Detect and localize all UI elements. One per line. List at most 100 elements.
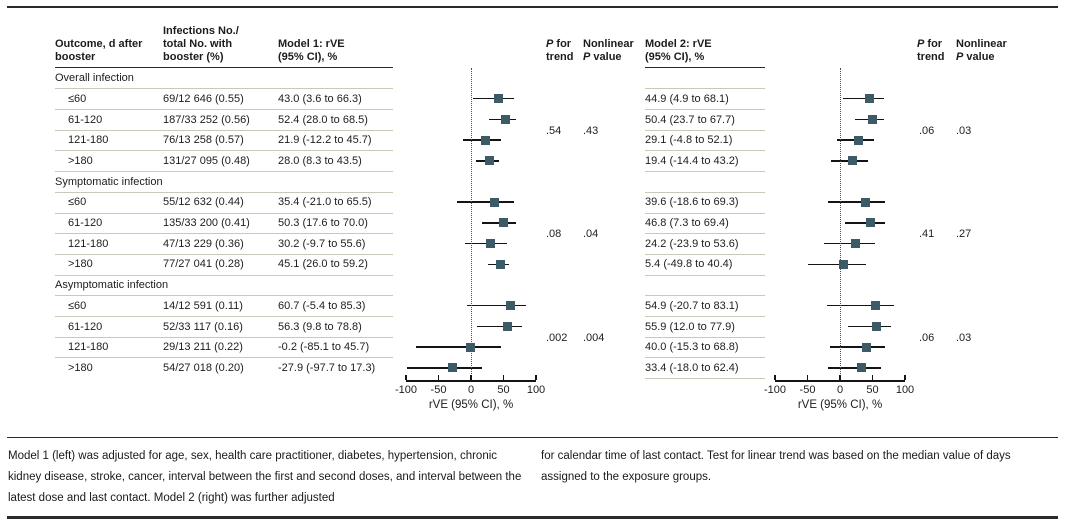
- row-separator: [55, 88, 393, 90]
- confidence-interval-line: [457, 201, 514, 203]
- row-separator: [645, 253, 765, 255]
- model2-rve-cell: 33.4 (-18.0 to 62.4): [645, 361, 739, 374]
- outcome-cell: 121-180: [68, 237, 109, 250]
- model1-rve-cell: 45.1 (26.0 to 59.2): [278, 258, 368, 271]
- point-estimate-marker: [871, 321, 881, 331]
- column-header-p-trend-model2: P for trend: [917, 18, 945, 64]
- column-header-nonlinear-p-model2: Nonlinear P value: [956, 18, 1007, 64]
- row-separator: [645, 212, 765, 214]
- row-separator: [55, 191, 393, 193]
- confidence-interval-line: [824, 242, 875, 245]
- infections-cell: 54/27 018 (0.20): [163, 361, 244, 374]
- row-separator: [645, 191, 765, 193]
- x-axis-tick: [535, 375, 537, 380]
- outcome-cell: ≤60: [68, 299, 87, 312]
- x-axis-tick: [904, 375, 906, 380]
- outcome-cell: 61-120: [68, 217, 103, 230]
- p-for-trend-model2: .06: [919, 124, 935, 137]
- header-line: trend: [546, 51, 574, 63]
- point-estimate-marker: [486, 239, 496, 249]
- confidence-interval-line: [826, 304, 894, 307]
- model1-rve-cell: 50.3 (17.6 to 70.0): [278, 217, 368, 230]
- nonlinear-p-model1: .43: [583, 124, 599, 137]
- point-estimate-marker: [484, 156, 494, 166]
- header-line: trend: [917, 51, 945, 63]
- row-separator: [55, 295, 393, 297]
- header-line: booster (%): [163, 51, 224, 63]
- confidence-interval-line: [807, 263, 867, 266]
- column-header-infections: Infections No./ total No. with booster (…: [163, 18, 239, 64]
- x-axis-tick-label: 100: [895, 384, 915, 396]
- model2-rve-cell: 39.6 (-18.6 to 69.3): [645, 196, 739, 209]
- point-estimate-marker: [868, 114, 878, 124]
- infections-cell: 77/27 041 (0.28): [163, 258, 244, 271]
- row-separator: [55, 150, 393, 152]
- model1-rve-cell: 35.4 (-21.0 to 65.5): [278, 196, 372, 209]
- point-estimate-marker: [848, 156, 858, 166]
- point-estimate-marker: [495, 259, 505, 269]
- infections-cell: 55/12 632 (0.44): [163, 196, 244, 209]
- header-line: total No. with: [163, 38, 233, 50]
- point-estimate-marker: [494, 94, 504, 104]
- row-separator: [55, 316, 393, 318]
- point-estimate-marker: [480, 135, 490, 145]
- point-estimate-marker: [854, 135, 864, 145]
- zero-reference-dotted-line: [471, 67, 472, 380]
- confidence-interval-line: [844, 222, 886, 224]
- x-axis-tick-label: -50: [799, 384, 816, 396]
- nonlinear-p-model1: .004: [583, 331, 605, 344]
- column-header-model2: Model 2: rVE (95% CI), %: [645, 18, 712, 64]
- model2-rve-cell: 46.8 (7.3 to 69.4): [645, 217, 729, 230]
- outcome-cell: >180: [68, 154, 93, 167]
- x-axis-line: [775, 380, 905, 382]
- row-separator: [55, 233, 393, 235]
- header-line: P value: [583, 51, 622, 63]
- confidence-interval-line: [847, 325, 891, 328]
- point-estimate-marker: [505, 301, 515, 311]
- model2-rve-cell: 29.1 (-4.8 to 52.1): [645, 134, 733, 147]
- confidence-interval-line: [843, 97, 885, 100]
- x-axis-tick: [871, 375, 874, 380]
- row-separator: [55, 253, 393, 255]
- row-separator: [645, 233, 765, 235]
- infections-cell: 131/27 095 (0.48): [163, 154, 250, 167]
- confidence-interval-line: [464, 242, 508, 245]
- top-rule: [7, 6, 1058, 8]
- column-header-nonlinear-p-model1: Nonlinear P value: [583, 18, 634, 64]
- x-axis-tick: [839, 375, 841, 380]
- point-estimate-marker: [499, 218, 509, 228]
- x-axis-tick-label: -100: [394, 384, 418, 396]
- nonlinear-p-model2: .03: [956, 124, 972, 137]
- point-estimate-marker: [871, 301, 881, 311]
- footnote-left-column: Model 1 (left) was adjusted for age, sex…: [8, 450, 522, 504]
- point-estimate-marker: [864, 94, 874, 104]
- model2-rve-cell: 5.4 (-49.8 to 40.4): [645, 258, 733, 271]
- x-axis-tick: [405, 375, 407, 380]
- nonlinear-p-model1: .04: [583, 228, 599, 241]
- model1-rve-cell: -27.9 (-97.7 to 17.3): [278, 361, 376, 374]
- model1-rve-cell: 28.0 (8.3 to 43.5): [278, 154, 362, 167]
- model1-rve-cell: 52.4 (28.0 to 68.5): [278, 113, 368, 126]
- outcome-cell: ≤60: [68, 196, 87, 209]
- header-line: Model 1: rVE: [278, 38, 345, 50]
- bottom-rule: [7, 516, 1058, 519]
- point-estimate-marker: [861, 197, 871, 207]
- row-separator: [55, 129, 393, 131]
- column-header-p-trend-model1: P for trend: [546, 18, 574, 64]
- row-separator: [55, 171, 393, 173]
- confidence-interval-line: [415, 346, 501, 348]
- p-for-trend-model1: .08: [546, 228, 562, 241]
- row-separator: [645, 336, 765, 338]
- row-separator: [645, 378, 765, 380]
- x-axis-tick: [470, 375, 472, 380]
- p-for-trend-model2: .41: [919, 228, 935, 241]
- outcome-cell: 121-180: [68, 134, 109, 147]
- row-separator: [645, 88, 765, 90]
- nonlinear-p-model2: .03: [956, 331, 972, 344]
- row-separator: [645, 171, 765, 173]
- x-axis-tick-label: -50: [430, 384, 447, 396]
- row-separator: [645, 274, 765, 276]
- nonlinear-p-model2: .27: [956, 228, 972, 241]
- infections-cell: 135/33 200 (0.41): [163, 217, 250, 230]
- outcome-cell: >180: [68, 258, 93, 271]
